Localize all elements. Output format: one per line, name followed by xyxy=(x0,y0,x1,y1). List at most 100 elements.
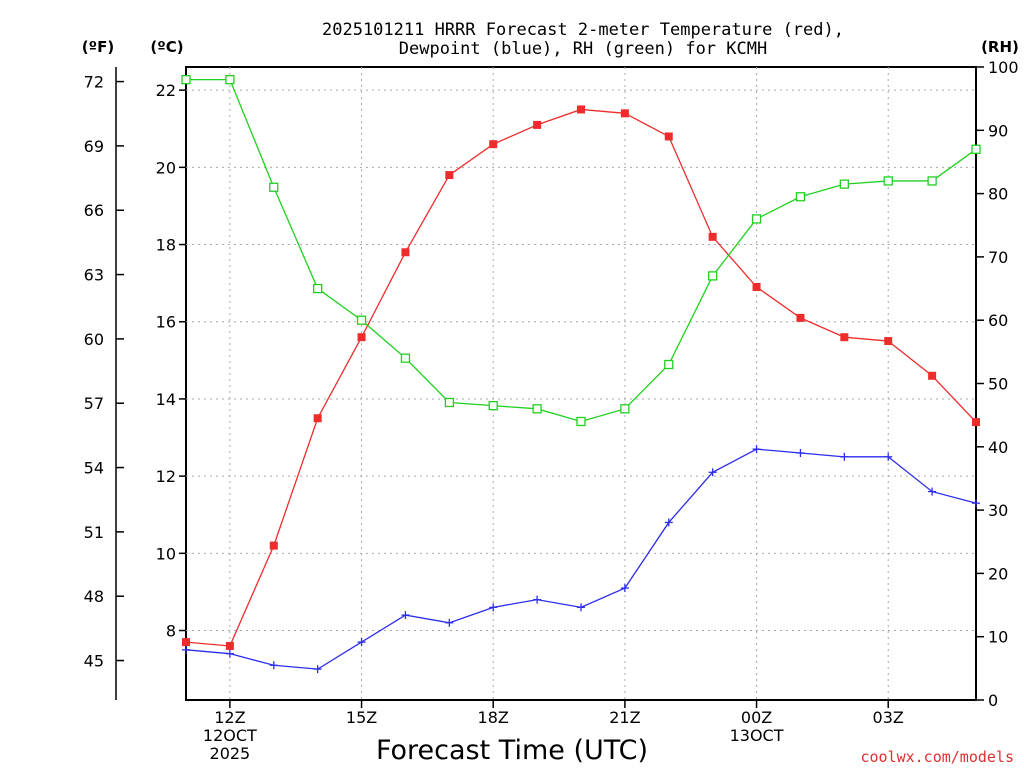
celsius-tick-label: 18 xyxy=(156,236,176,255)
rh-point xyxy=(532,404,542,414)
temperature-point xyxy=(445,171,454,180)
rh-point xyxy=(400,353,411,363)
dewpoint-point xyxy=(489,603,498,612)
celsius-tick-label: 10 xyxy=(156,544,176,563)
dewpoint-point xyxy=(620,584,629,593)
rh-point xyxy=(927,176,937,186)
temperature-line xyxy=(185,108,977,647)
dewpoint-point xyxy=(752,445,761,454)
rh-point xyxy=(181,75,191,85)
temperature-point xyxy=(357,333,366,342)
temperature-point xyxy=(708,232,717,241)
rh-point xyxy=(488,401,498,411)
x-axis-label: Forecast Time (UTC) xyxy=(376,735,648,766)
dewpoint-point xyxy=(928,487,937,496)
rh-point xyxy=(620,404,630,414)
celsius-tick-label: 20 xyxy=(156,158,176,177)
temperature-point xyxy=(489,140,498,149)
dewpoint-point xyxy=(401,611,410,620)
celsius-tick-label: 8 xyxy=(166,622,176,641)
date-label: 13OCT xyxy=(730,726,784,745)
fahrenheit-tick-label: 63 xyxy=(84,266,104,285)
rh-tick-label: 0 xyxy=(988,691,998,710)
temperature-point xyxy=(313,414,322,423)
rh-tick-label: 30 xyxy=(988,501,1008,520)
dewpoint-point xyxy=(533,595,542,604)
time-tick-label: 18Z xyxy=(478,708,509,727)
dewpoint-point xyxy=(182,645,190,654)
temperature-point xyxy=(884,337,893,346)
temperature-point xyxy=(664,132,673,141)
temperature-point xyxy=(225,641,234,650)
celsius-unit-label: (ºC) xyxy=(150,38,183,56)
rh-point xyxy=(313,283,323,294)
temperature-point xyxy=(928,371,937,380)
dewpoint-point xyxy=(972,499,980,508)
chart-title-line2: Dewpoint (blue), RH (green) for KCMH xyxy=(399,39,767,59)
chart-title-line1: 2025101211 HRRR Forecast 2-meter Tempera… xyxy=(322,20,844,40)
rh-tick-label: 80 xyxy=(988,185,1008,204)
fahrenheit-tick-label: 51 xyxy=(84,523,104,542)
fahrenheit-tick-label: 72 xyxy=(84,73,104,92)
time-tick-label: 21Z xyxy=(609,708,640,727)
fahrenheit-tick-label: 66 xyxy=(84,201,104,220)
fahrenheit-tick-label: 57 xyxy=(84,394,104,413)
dewpoint-point xyxy=(708,468,717,477)
fahrenheit-tick-label: 45 xyxy=(84,652,104,671)
dewpoint-point xyxy=(577,603,585,612)
temperature-point xyxy=(972,418,980,427)
time-tick-label: 15Z xyxy=(346,708,377,727)
rh-point xyxy=(576,416,586,427)
rh-point xyxy=(971,144,981,154)
temperature-point xyxy=(577,105,585,114)
time-tick-label: 00Z xyxy=(741,708,772,727)
dewpoint-point xyxy=(357,638,366,647)
year-label: 2025 xyxy=(210,744,251,763)
celsius-tick-label: 12 xyxy=(156,467,176,486)
rh-tick-label: 100 xyxy=(988,58,1019,77)
date-label: 12OCT xyxy=(203,726,257,745)
celsius-tick-label: 16 xyxy=(156,313,176,332)
rh-point xyxy=(356,315,367,325)
celsius-tick-label: 22 xyxy=(156,81,176,100)
dewpoint-point xyxy=(840,452,849,461)
fahrenheit-tick-label: 48 xyxy=(84,587,104,606)
temperature-point xyxy=(182,638,190,647)
temperature-point xyxy=(533,120,542,129)
dewpoint-point xyxy=(884,452,893,461)
celsius-tick-label: 14 xyxy=(156,390,176,409)
temperature-point xyxy=(752,283,761,292)
dewpoint-point xyxy=(664,518,673,527)
time-tick-label: 12Z xyxy=(214,708,245,727)
rh-unit-label: (RH) xyxy=(981,38,1019,56)
rh-point xyxy=(225,75,235,85)
rh-point xyxy=(883,176,893,186)
watermark: coolwx.com/models xyxy=(860,748,1014,766)
temperature-point xyxy=(269,541,278,550)
dewpoint-point xyxy=(313,665,322,674)
rh-point xyxy=(751,214,762,224)
dewpoint-point xyxy=(796,448,805,457)
rh-tick-label: 40 xyxy=(988,438,1008,457)
dewpoint-line xyxy=(185,448,977,670)
fahrenheit-tick-label: 54 xyxy=(84,459,104,478)
fahrenheit-tick-label: 60 xyxy=(84,330,104,349)
temperature-point xyxy=(620,109,629,118)
temperature-point xyxy=(401,248,410,257)
rh-tick-label: 70 xyxy=(988,248,1008,267)
dewpoint-point xyxy=(225,649,234,658)
fahrenheit-tick-label: 69 xyxy=(84,137,104,156)
rh-point xyxy=(839,179,849,189)
dewpoint-point xyxy=(445,618,454,627)
time-tick-label: 03Z xyxy=(873,708,904,727)
series-layer xyxy=(181,75,981,674)
temperature-point xyxy=(796,313,805,322)
rh-point xyxy=(664,359,674,370)
rh-point xyxy=(444,397,454,408)
rh-line xyxy=(186,79,977,423)
rh-tick-label: 10 xyxy=(988,628,1008,647)
rh-tick-label: 60 xyxy=(988,311,1008,330)
rh-point xyxy=(795,192,806,202)
